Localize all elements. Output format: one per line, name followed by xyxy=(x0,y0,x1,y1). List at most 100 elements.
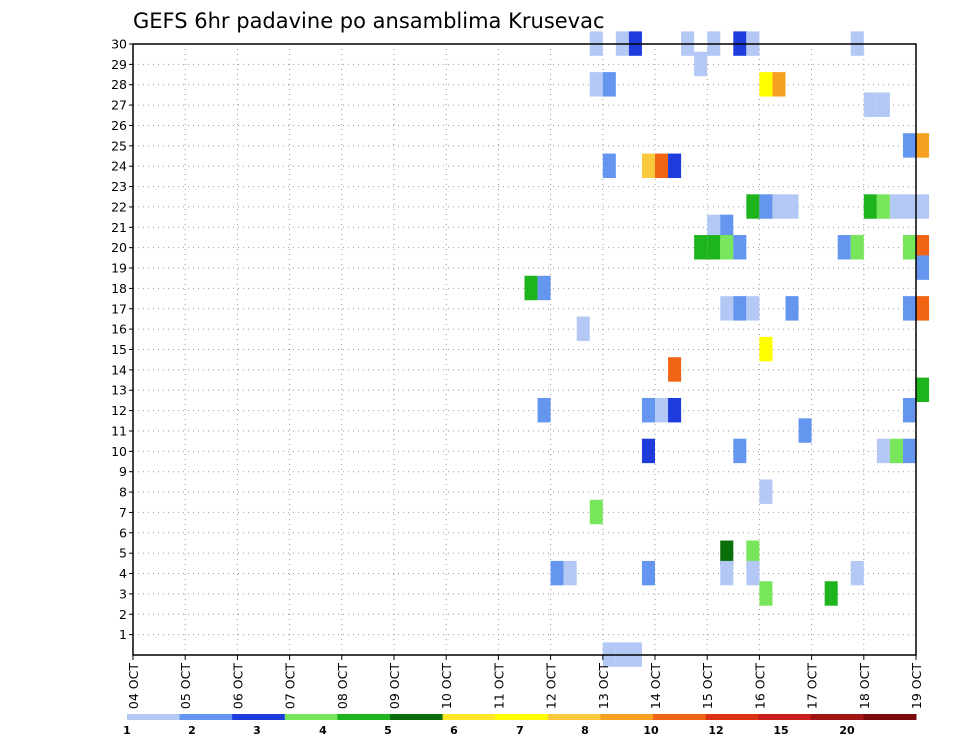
legend-label: 7 xyxy=(516,724,524,737)
data-cell xyxy=(772,194,786,219)
y-tick-label: 3 xyxy=(119,586,127,601)
legend-label: 3 xyxy=(253,724,261,737)
data-cell xyxy=(916,133,930,158)
data-cell xyxy=(524,275,538,301)
legend-label: 20 xyxy=(839,724,855,737)
y-tick-label: 15 xyxy=(111,342,127,357)
data-cell xyxy=(863,92,877,117)
y-tick-label: 26 xyxy=(111,118,127,133)
legend-swatch xyxy=(127,714,181,720)
y-tick-label: 29 xyxy=(111,57,127,72)
data-cell xyxy=(902,296,916,321)
data-cell xyxy=(746,540,760,565)
legend-swatch xyxy=(232,714,286,720)
data-cell xyxy=(746,560,760,586)
x-tick-label: 15 OCT xyxy=(700,663,715,709)
data-cell xyxy=(641,560,655,586)
data-cell xyxy=(668,153,682,179)
data-cell xyxy=(733,296,747,321)
legend-swatch xyxy=(758,714,812,720)
y-tick-label: 18 xyxy=(111,281,127,296)
y-tick-label: 8 xyxy=(119,485,127,500)
data-cell xyxy=(916,296,930,321)
y-tick-label: 27 xyxy=(111,98,127,113)
y-tick-label: 14 xyxy=(111,362,127,377)
y-tick-label: 6 xyxy=(119,525,127,540)
y-tick-label: 23 xyxy=(111,179,127,194)
data-cell xyxy=(694,51,708,77)
legend-swatch xyxy=(337,714,391,720)
data-cell xyxy=(668,357,682,382)
data-cell xyxy=(824,581,838,606)
legend-label: 10 xyxy=(643,724,659,737)
data-cell xyxy=(876,92,890,117)
y-tick-label: 7 xyxy=(119,505,127,520)
data-cell xyxy=(720,540,734,565)
data-cell xyxy=(641,397,655,423)
data-cell xyxy=(850,235,864,260)
x-tick-label: 18 OCT xyxy=(857,663,872,709)
y-tick-label: 25 xyxy=(111,138,127,153)
data-cell xyxy=(837,235,851,260)
data-cell xyxy=(916,235,930,260)
x-tick-label: 04 OCT xyxy=(126,663,141,709)
data-cell xyxy=(902,438,916,464)
x-tick-label: 08 OCT xyxy=(335,663,350,709)
grid-lines xyxy=(133,44,916,655)
data-cell xyxy=(876,438,890,464)
data-cell xyxy=(733,438,747,464)
legend-swatch xyxy=(442,714,496,720)
data-cell xyxy=(707,235,721,260)
data-cell xyxy=(916,377,930,403)
data-cell xyxy=(759,581,773,606)
legend-label: 1 xyxy=(123,724,131,737)
data-cell xyxy=(759,194,773,219)
y-tick-label: 12 xyxy=(111,403,127,418)
data-cell xyxy=(655,397,669,423)
legend-swatch xyxy=(179,714,233,720)
x-tick-label: 19 OCT xyxy=(909,663,924,709)
data-cell xyxy=(694,235,708,260)
data-cell xyxy=(720,296,734,321)
legend-swatch xyxy=(600,714,654,720)
data-cell xyxy=(902,235,916,260)
x-tick-label: 11 OCT xyxy=(491,663,506,709)
y-axis: 1234567891011121314151617181920212223242… xyxy=(111,37,133,642)
x-tick-label: 13 OCT xyxy=(596,663,611,709)
data-cell xyxy=(550,560,564,586)
y-tick-label: 28 xyxy=(111,77,127,92)
data-cell xyxy=(889,438,903,464)
x-tick-label: 07 OCT xyxy=(283,663,298,709)
data-cell xyxy=(720,214,734,240)
legend-label: 2 xyxy=(188,724,196,737)
legend-swatch xyxy=(284,714,338,720)
x-tick-label: 12 OCT xyxy=(544,663,559,709)
data-cell xyxy=(602,72,616,97)
data-cell xyxy=(798,418,812,443)
data-cell xyxy=(902,133,916,158)
legend-swatch xyxy=(705,714,759,720)
data-cell xyxy=(902,397,916,423)
y-tick-label: 17 xyxy=(111,301,127,316)
data-cell xyxy=(707,214,721,240)
data-cell xyxy=(850,560,864,586)
x-tick-label: 16 OCT xyxy=(752,663,767,709)
y-tick-label: 1 xyxy=(119,627,127,642)
data-cell xyxy=(916,255,930,280)
legend-swatch xyxy=(810,714,864,720)
x-axis: 04 OCT 05 OCT 06 OCT 07 OCT 08 OCT 09 OCT 10 O… xyxy=(126,655,924,709)
data-cell xyxy=(863,194,877,219)
data-cell xyxy=(759,479,773,504)
y-tick-label: 2 xyxy=(119,607,127,622)
legend-swatch xyxy=(495,714,549,720)
legend-swatch xyxy=(653,714,707,720)
data-cell xyxy=(537,275,551,301)
data-cell xyxy=(655,153,669,179)
data-cell xyxy=(746,194,760,219)
y-tick-label: 4 xyxy=(119,566,127,581)
data-cell xyxy=(589,72,603,97)
chart-title: GEFS 6hr padavine po ansamblima Krusevac xyxy=(133,9,605,33)
y-tick-label: 5 xyxy=(119,546,127,561)
data-cell xyxy=(902,194,916,219)
